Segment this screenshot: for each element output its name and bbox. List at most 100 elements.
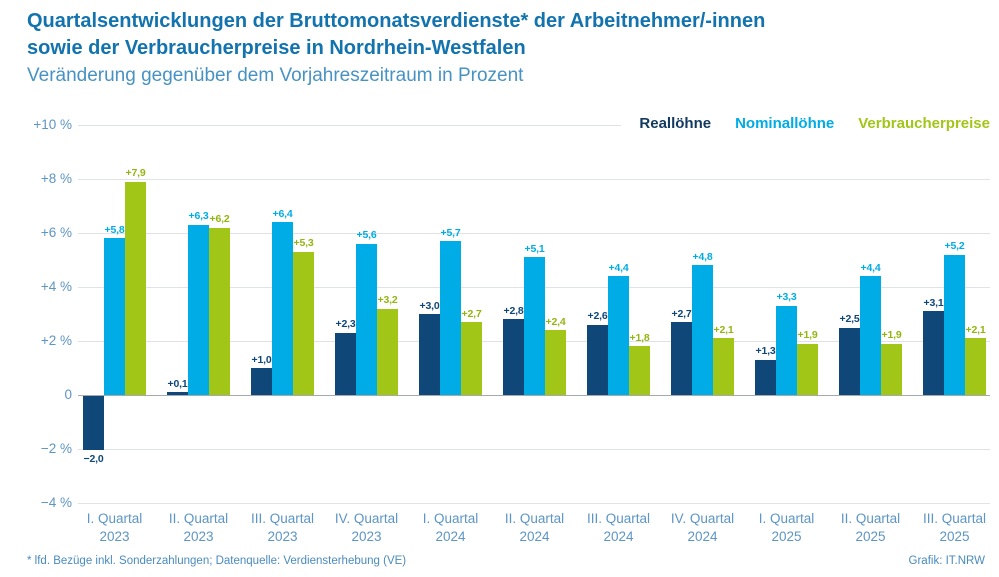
bar-nominallöhne xyxy=(524,257,545,395)
x-tick-quarter: I. Quartal xyxy=(758,511,815,526)
bar-nominallöhne xyxy=(356,243,377,395)
bar-value-label: +1,0 xyxy=(251,353,272,366)
x-tick-quarter: II. Quartal xyxy=(504,511,565,526)
x-tick-label: I. Quartal 2024 xyxy=(406,510,496,545)
chart-header: Quartalsentwicklungen der Bruttomonatsve… xyxy=(27,8,765,87)
x-tick-label: III. Quartal 2023 xyxy=(238,510,328,545)
bar-nominallöhne xyxy=(104,238,125,395)
bar-nominallöhne xyxy=(188,224,209,395)
bar-value-label: +0,1 xyxy=(167,377,188,390)
bar-value-label: +4,4 xyxy=(860,261,881,274)
bar-reallöhne xyxy=(671,322,692,395)
bar-verbraucherpreise xyxy=(209,227,230,395)
bar-verbraucherpreise xyxy=(377,308,398,395)
x-tick-quarter: I. Quartal xyxy=(86,511,143,526)
bar-nominallöhne xyxy=(860,276,881,395)
bar-reallöhne xyxy=(839,327,860,395)
x-tick-year: 2025 xyxy=(855,528,886,544)
bar-value-label: +2,7 xyxy=(461,307,482,320)
x-tick-label: III. Quartal 2024 xyxy=(574,510,664,545)
bar-value-label: +2,7 xyxy=(671,307,692,320)
x-tick-label: II. Quartal 2025 xyxy=(826,510,916,545)
bar-value-label: +3,3 xyxy=(776,291,797,304)
bar-value-label: +6,2 xyxy=(209,213,230,226)
x-tick-quarter: III. Quartal xyxy=(586,511,651,526)
x-tick-year: 2025 xyxy=(771,528,802,544)
bar-value-label: +5,2 xyxy=(944,240,965,253)
bar-value-label: +1,9 xyxy=(797,329,818,342)
bar-value-label: +2,3 xyxy=(335,318,356,331)
bar-nominallöhne xyxy=(692,265,713,395)
bar-value-label: +1,9 xyxy=(881,329,902,342)
legend-item-verbraucherpreise: Verbraucherpreise xyxy=(858,115,990,132)
bar-verbraucherpreise xyxy=(125,181,146,395)
bar-value-label: +4,4 xyxy=(608,261,629,274)
x-tick-year: 2025 xyxy=(939,528,970,544)
gridline xyxy=(78,233,990,234)
bar-reallöhne xyxy=(755,359,776,395)
bar-value-label: +2,6 xyxy=(587,310,608,323)
x-tick-year: 2024 xyxy=(603,528,634,544)
bar-verbraucherpreise xyxy=(293,251,314,395)
bar-value-label: +3,0 xyxy=(419,299,440,312)
gridline xyxy=(78,503,990,504)
bar-verbraucherpreise xyxy=(713,338,734,395)
legend-item-reallöhne: Reallöhne xyxy=(639,115,712,132)
bar-value-label: +6,4 xyxy=(272,207,293,220)
bar-verbraucherpreise xyxy=(461,322,482,395)
bar-value-label: +2,1 xyxy=(713,323,734,336)
x-tick-year: 2023 xyxy=(351,528,382,544)
chart-subtitle: Veränderung gegenüber dem Vorjahreszeitr… xyxy=(27,65,524,86)
bar-value-label: +5,8 xyxy=(104,223,125,236)
x-tick-label: I. Quartal 2025 xyxy=(742,510,832,545)
bar-nominallöhne xyxy=(440,241,461,395)
x-tick-quarter: IV. Quartal xyxy=(334,511,399,526)
x-tick-label: II. Quartal 2023 xyxy=(154,510,244,545)
bar-value-label: +2,4 xyxy=(545,315,566,328)
bar-value-label: +5,7 xyxy=(440,226,461,239)
bar-value-label: +2,8 xyxy=(503,304,524,317)
credit-label: Grafik: IT.NRW xyxy=(908,555,985,567)
gridline xyxy=(78,449,990,450)
chart-title-line1: Quartalsentwicklungen der Bruttomonatsve… xyxy=(27,10,766,32)
bar-reallöhne xyxy=(335,332,356,395)
bar-verbraucherpreise xyxy=(965,338,986,395)
bar-reallöhne xyxy=(251,368,272,395)
x-tick-year: 2023 xyxy=(267,528,298,544)
bar-reallöhne xyxy=(419,314,440,395)
bar-verbraucherpreise xyxy=(881,343,902,395)
bar-value-label: +3,1 xyxy=(923,296,944,309)
chart-legend: Reallöhne Nominallöhne Verbraucherpreise xyxy=(621,115,990,132)
y-tick-label: +4 % xyxy=(40,279,72,294)
x-tick-quarter: III. Quartal xyxy=(250,511,315,526)
bar-verbraucherpreise xyxy=(629,346,650,395)
bar-value-label: +6,3 xyxy=(188,210,209,223)
x-tick-year: 2023 xyxy=(99,528,130,544)
x-tick-year: 2023 xyxy=(183,528,214,544)
bar-reallöhne xyxy=(503,319,524,395)
y-tick-label: −4 % xyxy=(40,495,72,510)
bar-reallöhne xyxy=(923,311,944,395)
bar-reallöhne xyxy=(167,392,188,395)
bar-value-label: +1,8 xyxy=(629,331,650,344)
bar-verbraucherpreise xyxy=(797,343,818,395)
bar-value-label: +5,6 xyxy=(356,229,377,242)
bar-nominallöhne xyxy=(776,305,797,395)
y-tick-label: −2 % xyxy=(40,441,72,456)
bar-verbraucherpreise xyxy=(545,330,566,395)
x-tick-label: II. Quartal 2024 xyxy=(490,510,580,545)
x-tick-year: 2024 xyxy=(687,528,718,544)
bar-value-label: +7,9 xyxy=(125,167,146,180)
y-tick-label: +6 % xyxy=(40,225,72,240)
x-tick-quarter: II. Quartal xyxy=(168,511,229,526)
bar-value-label: +5,3 xyxy=(293,237,314,250)
source-footnote: * lfd. Bezüge inkl. Sonderzahlungen; Dat… xyxy=(27,555,407,567)
x-tick-year: 2024 xyxy=(435,528,466,544)
x-tick-quarter: I. Quartal xyxy=(422,511,479,526)
zero-gridline xyxy=(78,395,990,396)
gridline xyxy=(78,179,990,180)
gridline xyxy=(78,125,990,126)
bar-value-label: +5,1 xyxy=(524,242,545,255)
x-tick-label: IV. Quartal 2023 xyxy=(322,510,412,545)
